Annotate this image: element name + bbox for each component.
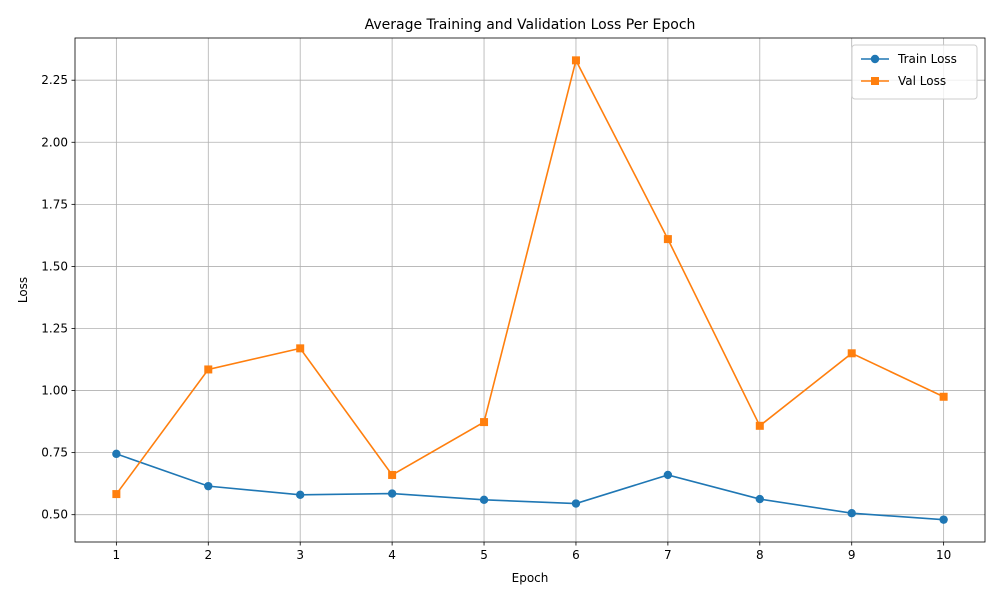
grid [75, 38, 985, 542]
data-point [663, 235, 672, 244]
data-point [663, 470, 673, 480]
data-point [388, 470, 397, 479]
data-point [847, 509, 856, 518]
data-point [939, 392, 948, 401]
x-tick-label: 6 [572, 548, 580, 562]
x-tick-label: 9 [848, 548, 856, 562]
data-point [571, 56, 580, 65]
y-tick-label: 1.75 [41, 197, 68, 211]
legend-marker [870, 54, 880, 64]
y-tick-label: 0.50 [41, 508, 68, 522]
legend-entry: Train Loss [861, 52, 957, 66]
data-point [571, 499, 581, 508]
x-tick-label: 8 [756, 548, 764, 562]
data-point [112, 490, 121, 499]
x-tick-label: 4 [388, 548, 396, 562]
data-point [296, 344, 305, 353]
series-lines [112, 56, 948, 524]
x-tick-label: 3 [296, 548, 304, 562]
plot-frame [74, 37, 986, 543]
y-tick-label: 2.25 [41, 73, 68, 87]
legend-marker [871, 77, 879, 85]
data-point [755, 421, 764, 430]
series-line [115, 58, 944, 495]
y-tick-label: 1.25 [41, 321, 68, 335]
y-axis-label: Loss [16, 277, 30, 303]
x-tick-label: 7 [664, 548, 672, 562]
y-tick-label: 0.75 [41, 446, 68, 460]
chart-title: Average Training and Validation Loss Per… [365, 17, 696, 33]
axis-ticks: 1 2 3 4 5 6 7 8 9 10 0.50 0.75 1.00 1.25 1.50 1.75 2.00 2… [41, 73, 951, 562]
x-tick-label: 2 [204, 548, 212, 562]
data-point [296, 490, 305, 500]
data-point [755, 494, 764, 504]
legend: Train Loss Val Loss [851, 44, 978, 100]
y-tick-label: 1.50 [41, 259, 68, 273]
data-point [479, 495, 489, 504]
x-tick-label: 10 [936, 548, 951, 562]
series-0 [112, 449, 948, 524]
data-point [112, 449, 121, 459]
x-axis-label: Epoch [512, 571, 549, 585]
x-tick-label: 5 [480, 548, 488, 562]
data-point [204, 365, 213, 374]
data-point [939, 515, 948, 524]
y-tick-label: 1.00 [41, 384, 68, 398]
legend-label: Train Loss [897, 52, 957, 66]
data-point [204, 481, 213, 491]
x-tick-label: 1 [113, 548, 121, 562]
data-point [387, 489, 397, 498]
legend-label: Val Loss [898, 74, 946, 88]
series-1 [112, 56, 948, 499]
series-line [116, 453, 944, 521]
legend-entry: Val Loss [861, 74, 946, 88]
y-tick-label: 2.00 [41, 135, 68, 149]
data-point [847, 349, 856, 358]
data-point [480, 418, 489, 427]
